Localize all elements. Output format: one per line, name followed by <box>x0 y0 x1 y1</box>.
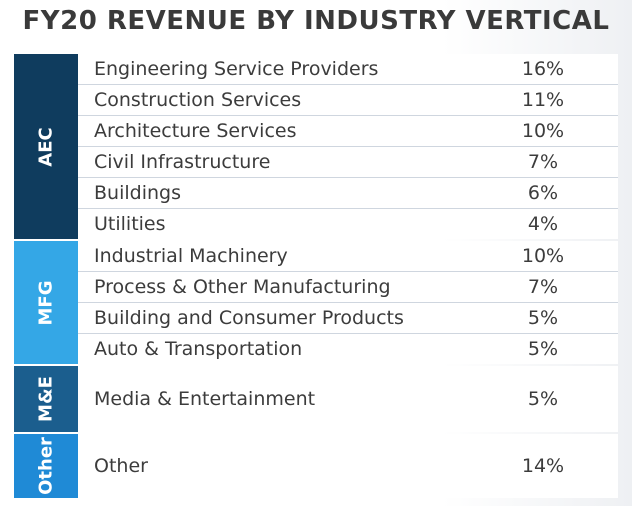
table-row: Building and Consumer Products 5% <box>78 303 618 334</box>
revenue-share: 6% <box>527 182 559 204</box>
revenue-share: 5% <box>527 388 559 410</box>
table-row: Process & Other Manufacturing 7% <box>78 272 618 303</box>
group-label-aec: AEC <box>14 54 78 239</box>
industry-name: Construction Services <box>94 89 302 111</box>
group-aec: AEC Engineering Service Providers 16% Co… <box>14 54 618 239</box>
group-label-mfg: MFG <box>14 241 78 364</box>
industry-name: Media & Entertainment <box>94 388 316 410</box>
revenue-share: 4% <box>527 213 559 235</box>
table-row: Other 14% <box>78 434 618 498</box>
revenue-share: 16% <box>521 58 565 80</box>
industry-name: Engineering Service Providers <box>94 58 379 80</box>
revenue-table: AEC Engineering Service Providers 16% Co… <box>14 54 618 500</box>
revenue-share: 5% <box>527 338 559 360</box>
revenue-share: 5% <box>527 307 559 329</box>
revenue-share: 11% <box>521 89 565 111</box>
industry-name: Industrial Machinery <box>94 245 288 267</box>
table-row: Industrial Machinery 10% <box>78 241 618 272</box>
table-row: Architecture Services 10% <box>78 116 618 147</box>
group-label-text: Other <box>35 437 57 495</box>
group-rows: Media & Entertainment 5% <box>78 366 618 432</box>
group-label-text: M&E <box>35 376 57 422</box>
table-row: Auto & Transportation 5% <box>78 334 618 364</box>
industry-name: Other <box>94 455 148 477</box>
table-row: Civil Infrastructure 7% <box>78 147 618 178</box>
industry-name: Auto & Transportation <box>94 338 303 360</box>
table-row: Construction Services 11% <box>78 85 618 116</box>
revenue-share: 10% <box>521 245 565 267</box>
table-row: Buildings 6% <box>78 178 618 209</box>
table-row: Utilities 4% <box>78 209 618 239</box>
industry-name: Architecture Services <box>94 120 297 142</box>
group-me: M&E Media & Entertainment 5% <box>14 366 618 432</box>
group-label-me: M&E <box>14 366 78 432</box>
group-label-text: AEC <box>35 126 57 167</box>
group-rows: Engineering Service Providers 16% Constr… <box>78 54 618 239</box>
group-rows: Other 14% <box>78 434 618 498</box>
industry-name: Buildings <box>94 182 181 204</box>
group-other: Other Other 14% <box>14 434 618 498</box>
revenue-share: 10% <box>521 120 565 142</box>
revenue-share: 7% <box>527 151 559 173</box>
group-label-text: MFG <box>35 280 57 325</box>
industry-name: Utilities <box>94 213 166 235</box>
group-mfg: MFG Industrial Machinery 10% Process & O… <box>14 241 618 364</box>
group-label-other: Other <box>14 434 78 498</box>
chart-title: FY20 REVENUE BY INDUSTRY VERTICAL <box>22 6 610 36</box>
table-row: Engineering Service Providers 16% <box>78 54 618 85</box>
industry-name: Civil Infrastructure <box>94 151 271 173</box>
table-row: Media & Entertainment 5% <box>78 366 618 432</box>
revenue-share: 7% <box>527 276 559 298</box>
industry-name: Process & Other Manufacturing <box>94 276 391 298</box>
industry-name: Building and Consumer Products <box>94 307 404 329</box>
revenue-share: 14% <box>521 455 565 477</box>
group-rows: Industrial Machinery 10% Process & Other… <box>78 241 618 364</box>
